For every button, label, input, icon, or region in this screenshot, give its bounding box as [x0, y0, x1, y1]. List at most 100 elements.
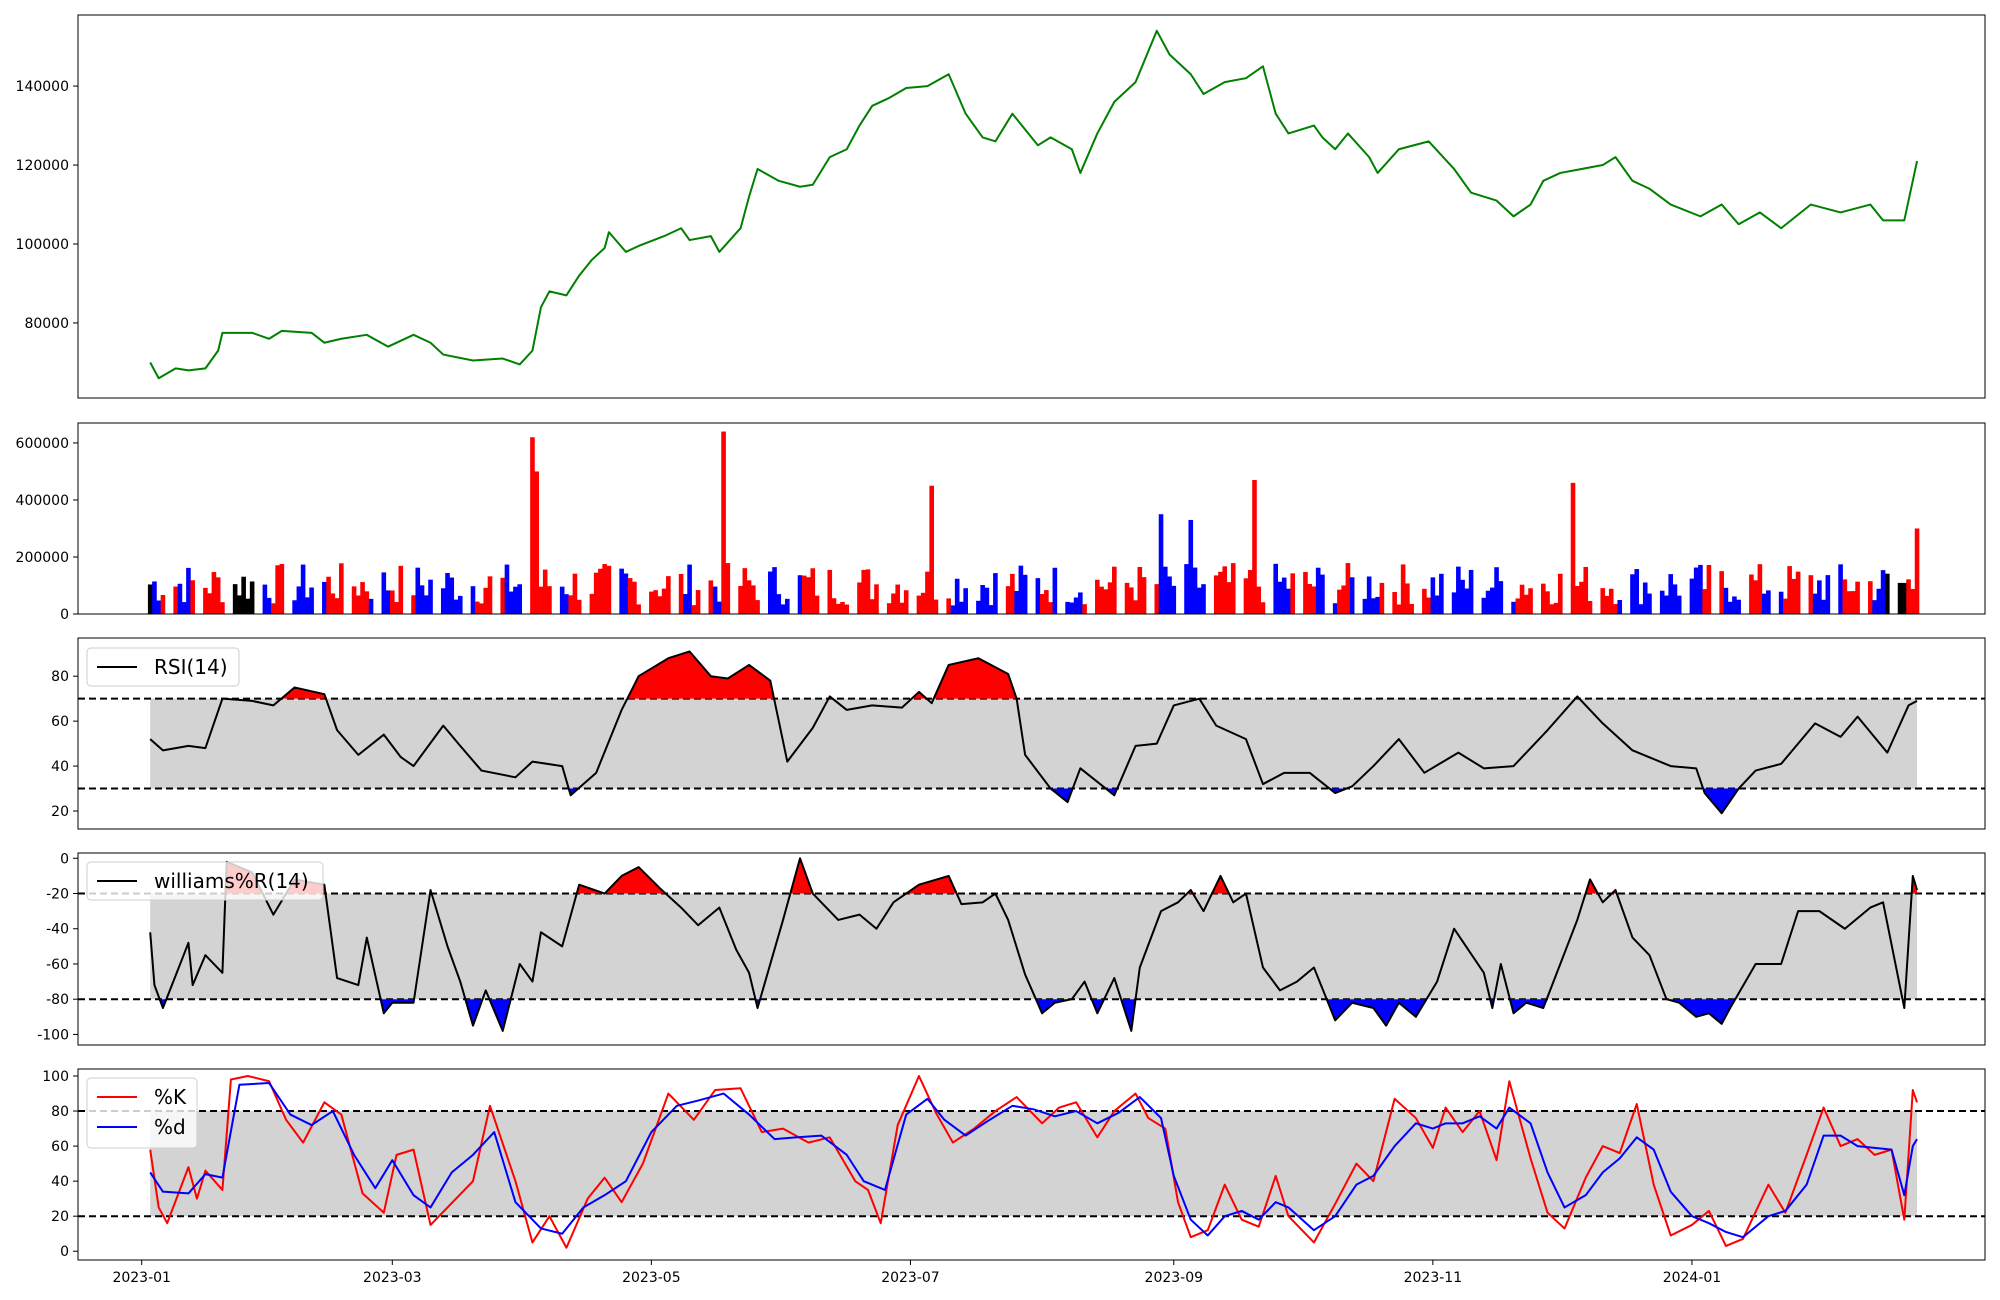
volume-bar: [1129, 587, 1134, 614]
volume-bar: [920, 592, 926, 614]
volume-bar: [381, 572, 387, 614]
williams-legend: williams%R(14): [86, 861, 324, 901]
volume-bar: [190, 580, 195, 614]
volume-bar: [844, 604, 850, 614]
stochastic-legend: %K %d: [86, 1077, 198, 1149]
volume-bar: [542, 569, 548, 614]
volume-bar: [1018, 565, 1024, 614]
volume-bar: [1069, 602, 1075, 614]
volume-bar: [929, 485, 934, 614]
volume-bar: [1095, 579, 1100, 614]
volume-bar: [1124, 582, 1130, 614]
williams-overbought-fill: [906, 875, 957, 894]
volume-bar: [874, 584, 879, 614]
williams-ytick-label: -100: [37, 1027, 69, 1043]
volume-bar: [925, 571, 930, 614]
volume-bar: [364, 591, 370, 614]
x-axis: 2023-01 2023-03 2023-05 2023-07 2023-09 2023-…: [112, 1260, 1721, 1286]
volume-bar: [1345, 563, 1351, 614]
price-ytick-label: 100000: [16, 237, 69, 253]
volume-bar: [1311, 586, 1317, 614]
volume-bar: [1885, 573, 1890, 614]
volume-bar: [1549, 604, 1555, 614]
volume-bar: [1196, 587, 1202, 614]
volume-bar: [678, 573, 684, 614]
volume-bar: [1103, 589, 1109, 614]
volume-bar: [1528, 588, 1533, 614]
volume-bar: [1230, 563, 1236, 614]
volume-bar: [1736, 599, 1741, 614]
volume-bar: [780, 604, 786, 614]
williams-ytick-label: -40: [46, 922, 69, 938]
williams-oversold-fill: [1509, 999, 1547, 1014]
volume-bar: [666, 576, 671, 614]
volume-bar: [963, 588, 968, 614]
volume-bar: [950, 605, 956, 614]
volume-bar: [1188, 519, 1194, 614]
rsi-legend: RSI(14): [86, 647, 240, 687]
volume-bar: [449, 577, 455, 614]
volume-bar: [1184, 564, 1189, 614]
volume-bar: [649, 591, 654, 614]
volume-bar: [513, 586, 518, 614]
volume-ytick-label: 200000: [16, 550, 69, 566]
volume-bar: [1608, 588, 1614, 614]
volume-bar: [746, 580, 752, 614]
rsi-neutral-band: [150, 698, 1918, 789]
volume-bar: [1855, 581, 1860, 614]
volume-bar: [1485, 590, 1491, 614]
volume-bar: [1273, 563, 1279, 614]
volume-bar: [1872, 600, 1877, 614]
volume-bar: [1392, 591, 1397, 614]
rsi-overbought-fill: [911, 691, 927, 699]
volume-bar: [1422, 588, 1427, 614]
williams-legend-label: williams%R(14): [154, 869, 309, 893]
volume-bar: [1468, 569, 1474, 614]
volume-bar: [755, 600, 760, 614]
volume-bar: [275, 565, 280, 614]
volume-bar: [1812, 593, 1818, 614]
x-tick-label: 2024-01: [1663, 1270, 1722, 1286]
stochastic-d-line: [149, 1082, 1918, 1239]
volume-bar: [1727, 601, 1733, 614]
volume-bar: [899, 602, 905, 614]
volume-bar: [211, 572, 217, 614]
volume-bar: [279, 563, 285, 614]
volume-bar: [394, 602, 399, 614]
volume-bar: [1456, 566, 1461, 614]
volume-bar: [1332, 603, 1338, 614]
volume-bar: [1723, 587, 1729, 614]
volume-bar: [1375, 596, 1380, 614]
volume-bar: [483, 587, 489, 614]
williams-ytick-label: -80: [46, 992, 69, 1008]
x-tick-label: 2023-03: [363, 1270, 422, 1286]
volume-bar: [1341, 585, 1346, 614]
volume-bar: [1825, 575, 1831, 614]
volume-bar: [534, 471, 539, 614]
volume-bar: [1642, 582, 1648, 614]
volume-bar: [1791, 578, 1797, 614]
volume-bar: [657, 596, 663, 614]
volume-bar: [1787, 566, 1792, 614]
volume-bar: [1761, 593, 1767, 614]
volume-bar: [1439, 573, 1444, 614]
volume-bar: [801, 575, 807, 614]
volume-bar: [1524, 594, 1529, 614]
volume-bar: [1676, 595, 1682, 614]
volume-bar: [398, 565, 404, 614]
volume-bar: [1430, 577, 1436, 614]
volume-bar: [954, 578, 960, 614]
volume-bar: [1400, 564, 1406, 614]
volume-bar: [1808, 575, 1814, 614]
volume-bar: [1337, 589, 1342, 614]
volume-bar: [1082, 604, 1087, 614]
stochastic-neutral-band: [150, 1111, 1918, 1217]
volume-bar: [946, 598, 951, 614]
volume-bar: [891, 593, 896, 614]
volume-bar: [1451, 592, 1457, 614]
volume-bar: [500, 577, 506, 614]
volume-bar: [831, 598, 837, 614]
x-tick-label: 2023-07: [881, 1270, 940, 1286]
volume-bar: [1494, 567, 1499, 614]
volume-bar: [1838, 564, 1843, 614]
